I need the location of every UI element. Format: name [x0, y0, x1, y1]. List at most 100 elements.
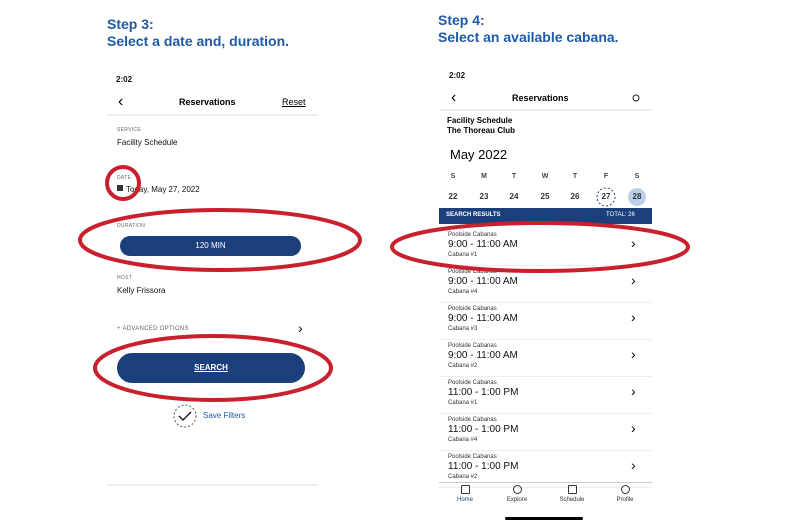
- results-total: TOTAL: 26: [606, 212, 635, 218]
- highlight: [93, 334, 333, 402]
- chevron: ›: [298, 320, 303, 336]
- tab-label[interactable]: Explore: [506, 497, 528, 503]
- status-time: 2:02: [116, 75, 133, 84]
- result-time: 9:00 - 11:00 AM: [448, 276, 518, 287]
- result-name: Poolside Cabanas: [448, 269, 497, 275]
- club: The Thoreau Club: [447, 126, 515, 135]
- advanced-options[interactable]: + ADVANCED OPTIONS: [117, 326, 189, 332]
- highlight: [105, 165, 141, 201]
- field-label: HOST: [117, 275, 133, 281]
- step-title: Step 4:: [438, 12, 485, 28]
- weekday: S: [450, 173, 456, 180]
- tab-icon[interactable]: [513, 485, 522, 494]
- chevron: ›: [631, 383, 636, 399]
- tab-icon[interactable]: [621, 485, 630, 494]
- calendar-icon: [117, 185, 123, 191]
- result-name: Poolside Cabanas: [448, 454, 497, 460]
- result-cabana: Cabana #4: [448, 437, 478, 443]
- result-time: 9:00 - 11:00 AM: [448, 313, 518, 324]
- chevron: ›: [631, 235, 636, 251]
- reset-link[interactable]: Reset: [282, 97, 306, 107]
- field-value: Kelly Frissora: [117, 286, 166, 295]
- date[interactable]: 22: [448, 192, 458, 201]
- date[interactable]: 24: [509, 192, 519, 201]
- weekday: W: [541, 173, 549, 180]
- weekday: S: [634, 173, 640, 180]
- field-label: DATE: [117, 175, 132, 181]
- chevron: ›: [631, 346, 636, 362]
- date[interactable]: 28: [632, 192, 642, 201]
- field-value[interactable]: Today, May 27, 2022: [126, 185, 200, 194]
- result-item[interactable]: [439, 414, 652, 451]
- save-filters[interactable]: Save Filters: [203, 411, 246, 420]
- nav-title: Reservations: [179, 97, 236, 107]
- tab-label[interactable]: Schedule: [559, 497, 585, 503]
- date[interactable]: 27: [601, 192, 611, 201]
- weekday: F: [603, 173, 609, 180]
- result-time: 11:00 - 1:00 PM: [448, 387, 519, 398]
- date[interactable]: 26: [570, 192, 580, 201]
- result-item[interactable]: [439, 303, 652, 340]
- status-time: 2:02: [449, 71, 466, 80]
- results-header: SEARCH RESULTS: [446, 212, 501, 218]
- result-time: 11:00 - 1:00 PM: [448, 424, 519, 435]
- back-button[interactable]: ‹: [451, 89, 457, 106]
- nav-title: Reservations: [512, 93, 569, 103]
- back-button[interactable]: ‹: [118, 93, 124, 110]
- field-label: SERVICE: [117, 127, 141, 133]
- highlight: [390, 221, 690, 273]
- chevron: ›: [631, 309, 636, 325]
- field-label: DURATION: [117, 223, 146, 229]
- result-name: Poolside Cabanas: [448, 232, 497, 238]
- result-cabana: Cabana #3: [448, 326, 478, 332]
- month: May 2022: [450, 147, 508, 162]
- weekday: M: [481, 173, 487, 180]
- results-bar: [439, 208, 652, 224]
- check-icon: [178, 411, 192, 422]
- result-name: Poolside Cabanas: [448, 380, 497, 386]
- date[interactable]: 23: [479, 192, 489, 201]
- highlight: [78, 208, 362, 272]
- tab-bar: [439, 482, 652, 519]
- field-value: Facility Schedule: [117, 138, 178, 147]
- tab-icon[interactable]: [461, 485, 470, 494]
- tab-icon[interactable]: [568, 485, 577, 494]
- chevron: ›: [631, 420, 636, 436]
- date[interactable]: 25: [540, 192, 550, 201]
- result-item[interactable]: [439, 229, 652, 266]
- result-cabana: Cabana #1: [448, 400, 478, 406]
- step-title: Step 3:: [107, 16, 154, 32]
- step-instruction: Select a date and, duration.: [107, 33, 290, 49]
- result-cabana: Cabana #2: [448, 363, 478, 369]
- result-item[interactable]: [439, 451, 652, 488]
- weekday: T: [511, 173, 517, 180]
- result-time: 9:00 - 11:00 AM: [448, 239, 518, 250]
- step-instruction: Select an available cabana.: [438, 29, 619, 45]
- result-name: Poolside Cabanas: [448, 306, 497, 312]
- search-icon[interactable]: [632, 94, 640, 102]
- weekday: T: [572, 173, 578, 180]
- save-icon[interactable]: [173, 404, 197, 428]
- result-time: 11:00 - 1:00 PM: [448, 461, 519, 472]
- result-name: Poolside Cabanas: [448, 417, 497, 423]
- chevron: ›: [631, 457, 636, 473]
- today-circle: [596, 187, 616, 207]
- duration-pill[interactable]: 120 MIN: [120, 236, 301, 256]
- result-item[interactable]: [439, 377, 652, 414]
- result-item[interactable]: [439, 340, 652, 377]
- result-cabana: Cabana #4: [448, 289, 478, 295]
- result-name: Poolside Cabanas: [448, 343, 497, 349]
- home-indicator: [505, 517, 583, 520]
- result-time: 9:00 - 11:00 AM: [448, 350, 518, 361]
- chevron: ›: [631, 272, 636, 288]
- result-cabana: Cabana #2: [448, 474, 478, 480]
- result-cabana: Cabana #1: [448, 252, 478, 258]
- selected-circle: [628, 188, 646, 206]
- search-button[interactable]: SEARCH: [117, 353, 305, 383]
- tab-label[interactable]: Profile: [616, 497, 634, 503]
- result-item[interactable]: [439, 266, 652, 303]
- facility: Facility Schedule: [447, 116, 513, 125]
- tab-label[interactable]: Home: [456, 497, 473, 503]
